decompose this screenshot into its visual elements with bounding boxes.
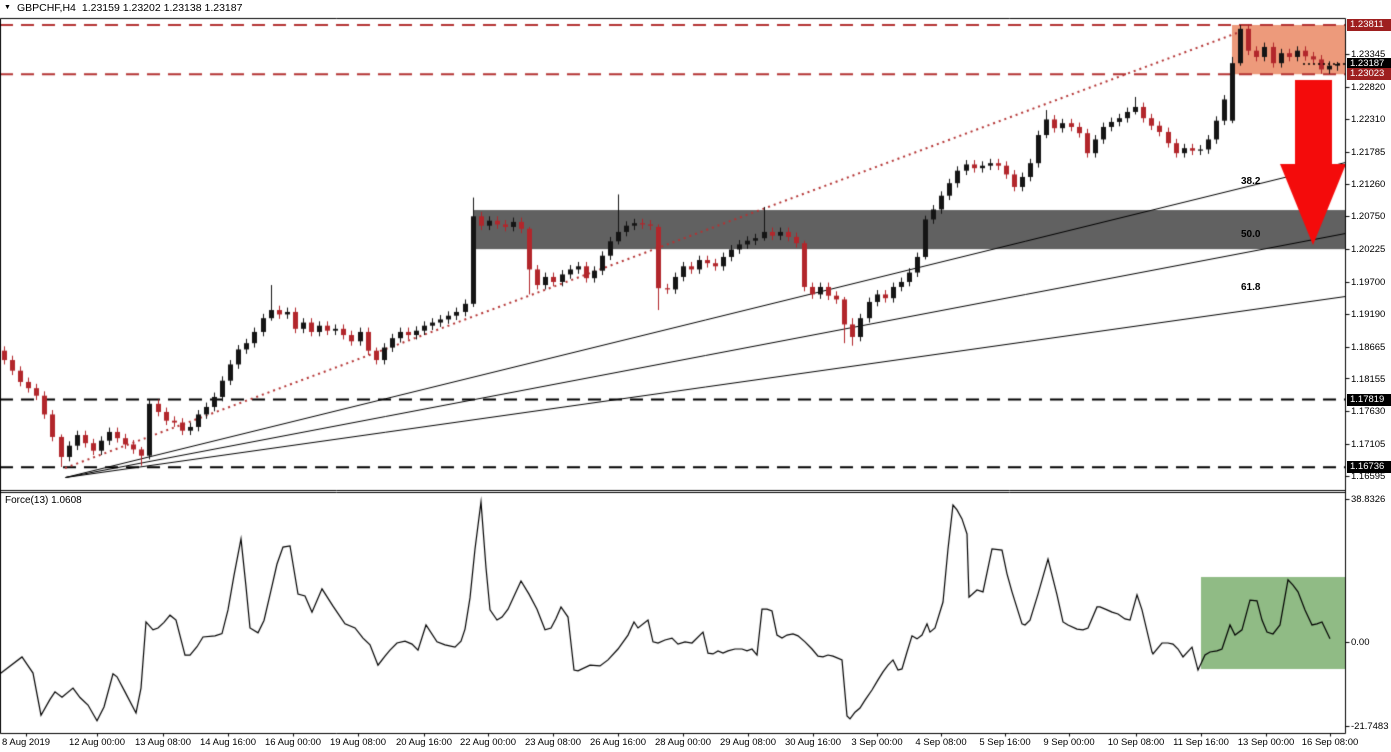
date-tick-label: 23 Aug 08:00: [525, 737, 581, 748]
price-badge: 1.23187: [1347, 58, 1391, 70]
date-tick-label: 16 Aug 00:00: [265, 737, 321, 748]
date-tick-label: 8 Aug 2019: [1, 737, 51, 748]
price-tick-label: 1.22310: [1351, 113, 1386, 125]
price-tick-label: 1.20750: [1351, 211, 1386, 223]
date-tick-label: 20 Aug 16:00: [396, 737, 452, 748]
date-tick-label: 13 Aug 08:00: [135, 737, 191, 748]
force-tick-label: 38.8326: [1351, 494, 1386, 505]
ohlc-quote-label: 1.23159 1.23202 1.23138 1.23187: [81, 2, 243, 14]
price-tick-label: 1.17630: [1351, 406, 1386, 418]
date-tick-label: 16 Sep 08:00: [1301, 737, 1359, 748]
date-tick-label: 26 Aug 16:00: [590, 737, 646, 748]
price-badge: 1.23811: [1347, 19, 1391, 31]
price-tick-label: 1.21260: [1351, 179, 1386, 191]
price-tick-label: 1.20225: [1351, 244, 1386, 256]
price-tick-label: 1.19700: [1351, 276, 1386, 288]
date-tick-label: 3 Sep 00:00: [851, 737, 903, 748]
price-tick-label: 1.23345: [1351, 49, 1386, 61]
date-tick-label: 19 Aug 08:00: [330, 737, 386, 748]
date-tick-label: 4 Sep 08:00: [915, 737, 967, 748]
fib-level-label: 50.0: [1241, 229, 1261, 240]
date-tick-label: 13 Sep 00:00: [1237, 737, 1295, 748]
chart-title: ▼ GBPCHF,H4 1.23159 1.23202 1.23138 1.23…: [4, 1, 242, 15]
price-tick-label: 1.19190: [1351, 308, 1386, 320]
date-tick-label: 29 Aug 08:00: [720, 737, 776, 748]
indicator-label: Force(13) 1.0608: [5, 495, 82, 506]
price-tick-label: 1.22820: [1351, 81, 1386, 93]
price-badge: 1.23023: [1347, 68, 1391, 81]
price-tick-label: 1.16595: [1351, 471, 1386, 482]
date-tick-label: 22 Aug 00:00: [460, 737, 516, 748]
date-tick-label: 12 Aug 00:00: [69, 737, 125, 748]
fib-level-label: 61.8: [1241, 282, 1261, 293]
price-tick-label: 1.21785: [1351, 146, 1386, 158]
price-tick-label: 1.18665: [1351, 341, 1386, 353]
force-tick-label: -21.7483: [1351, 721, 1389, 732]
price-tick-label: 1.18155: [1351, 373, 1386, 385]
price-tick-label: 1.17105: [1351, 439, 1386, 451]
date-tick-label: 10 Sep 08:00: [1107, 737, 1165, 748]
price-badge: 1.17819: [1347, 393, 1391, 406]
symbol-timeframe-label: GBPCHF,H4: [16, 2, 76, 14]
date-tick-label: 28 Aug 00:00: [655, 737, 711, 748]
price-badge: 1.16736: [1347, 461, 1391, 474]
symbol-dropdown-icon[interactable]: ▼: [4, 4, 11, 11]
force-tick-label: 0.00: [1351, 637, 1370, 648]
date-tick-label: 14 Aug 16:00: [200, 737, 256, 748]
date-tick-label: 9 Sep 00:00: [1043, 737, 1095, 748]
fib-level-label: 38.2: [1241, 176, 1261, 187]
date-tick-label: 5 Sep 16:00: [979, 737, 1031, 748]
date-tick-label: 11 Sep 16:00: [1173, 737, 1229, 748]
date-tick-label: 30 Aug 16:00: [785, 737, 841, 748]
